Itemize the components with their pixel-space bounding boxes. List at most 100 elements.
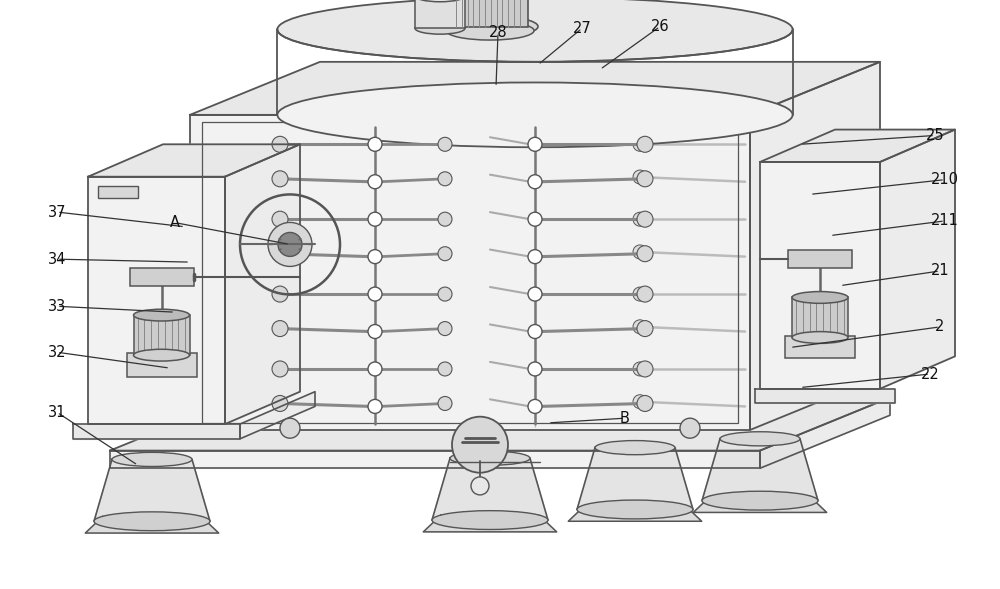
Ellipse shape <box>415 0 465 2</box>
Circle shape <box>637 171 653 187</box>
Circle shape <box>272 171 288 187</box>
Polygon shape <box>755 389 895 403</box>
Circle shape <box>272 246 288 262</box>
Polygon shape <box>702 439 818 501</box>
Circle shape <box>633 170 647 184</box>
Ellipse shape <box>277 0 793 62</box>
Circle shape <box>272 136 288 153</box>
Text: 31: 31 <box>48 405 66 420</box>
Polygon shape <box>760 162 880 389</box>
Circle shape <box>637 320 653 336</box>
Ellipse shape <box>450 451 530 465</box>
Circle shape <box>637 286 653 302</box>
Ellipse shape <box>792 292 848 303</box>
Ellipse shape <box>720 432 800 446</box>
Circle shape <box>438 212 452 226</box>
Circle shape <box>471 477 489 495</box>
Bar <box>202 122 738 423</box>
Circle shape <box>272 320 288 336</box>
Circle shape <box>368 175 382 188</box>
Text: A: A <box>170 215 180 230</box>
Ellipse shape <box>792 332 848 343</box>
Polygon shape <box>190 115 750 430</box>
Text: 34: 34 <box>48 252 66 267</box>
Circle shape <box>633 362 647 376</box>
Circle shape <box>528 287 542 301</box>
Circle shape <box>680 418 700 438</box>
Ellipse shape <box>134 309 190 321</box>
Text: 32: 32 <box>48 345 66 360</box>
Circle shape <box>368 325 382 339</box>
Bar <box>134 315 190 355</box>
Bar <box>785 336 855 358</box>
Circle shape <box>637 136 653 153</box>
Circle shape <box>637 361 653 377</box>
Circle shape <box>438 137 452 151</box>
Circle shape <box>637 395 653 412</box>
Polygon shape <box>110 398 890 451</box>
Circle shape <box>633 320 647 334</box>
Circle shape <box>268 223 312 266</box>
Circle shape <box>528 250 542 264</box>
Circle shape <box>272 361 288 377</box>
Circle shape <box>452 416 508 473</box>
Text: 27: 27 <box>573 21 591 36</box>
Ellipse shape <box>442 16 538 37</box>
Text: 22: 22 <box>921 366 939 382</box>
Ellipse shape <box>112 452 192 466</box>
Text: 2: 2 <box>935 319 945 335</box>
Circle shape <box>528 175 542 188</box>
Circle shape <box>272 395 288 412</box>
Circle shape <box>633 245 647 259</box>
Circle shape <box>633 395 647 409</box>
Circle shape <box>272 211 288 227</box>
Ellipse shape <box>595 441 675 455</box>
Circle shape <box>278 233 302 256</box>
Polygon shape <box>760 398 890 468</box>
Circle shape <box>438 362 452 376</box>
Circle shape <box>368 250 382 264</box>
Polygon shape <box>432 458 548 520</box>
Polygon shape <box>94 459 210 521</box>
Ellipse shape <box>432 511 548 530</box>
Polygon shape <box>760 130 955 162</box>
Polygon shape <box>85 517 219 533</box>
Circle shape <box>528 137 542 151</box>
Polygon shape <box>88 144 300 177</box>
Polygon shape <box>88 177 225 424</box>
Circle shape <box>368 137 382 151</box>
Polygon shape <box>110 451 760 468</box>
Ellipse shape <box>577 500 693 519</box>
Ellipse shape <box>446 21 534 40</box>
Text: 25: 25 <box>926 128 944 143</box>
Text: 210: 210 <box>931 172 959 187</box>
Bar <box>415 0 465 28</box>
Polygon shape <box>880 130 955 389</box>
Bar <box>452 0 528 27</box>
Text: 33: 33 <box>48 299 66 314</box>
Circle shape <box>272 286 288 302</box>
Polygon shape <box>240 392 315 439</box>
Polygon shape <box>73 424 240 439</box>
Ellipse shape <box>277 82 793 147</box>
Circle shape <box>637 211 653 227</box>
Text: 21: 21 <box>931 263 949 279</box>
Ellipse shape <box>94 512 210 531</box>
Polygon shape <box>750 62 880 430</box>
Polygon shape <box>577 448 693 509</box>
Bar <box>792 297 848 337</box>
Circle shape <box>280 418 300 438</box>
Polygon shape <box>693 496 827 512</box>
Circle shape <box>633 137 647 151</box>
Circle shape <box>438 322 452 336</box>
Polygon shape <box>225 144 300 424</box>
Circle shape <box>438 287 452 301</box>
Circle shape <box>637 246 653 262</box>
Text: 37: 37 <box>48 204 66 220</box>
Text: 28: 28 <box>489 25 507 40</box>
Circle shape <box>438 172 452 186</box>
Circle shape <box>368 212 382 226</box>
Circle shape <box>368 362 382 376</box>
Ellipse shape <box>702 491 818 510</box>
Circle shape <box>438 396 452 411</box>
